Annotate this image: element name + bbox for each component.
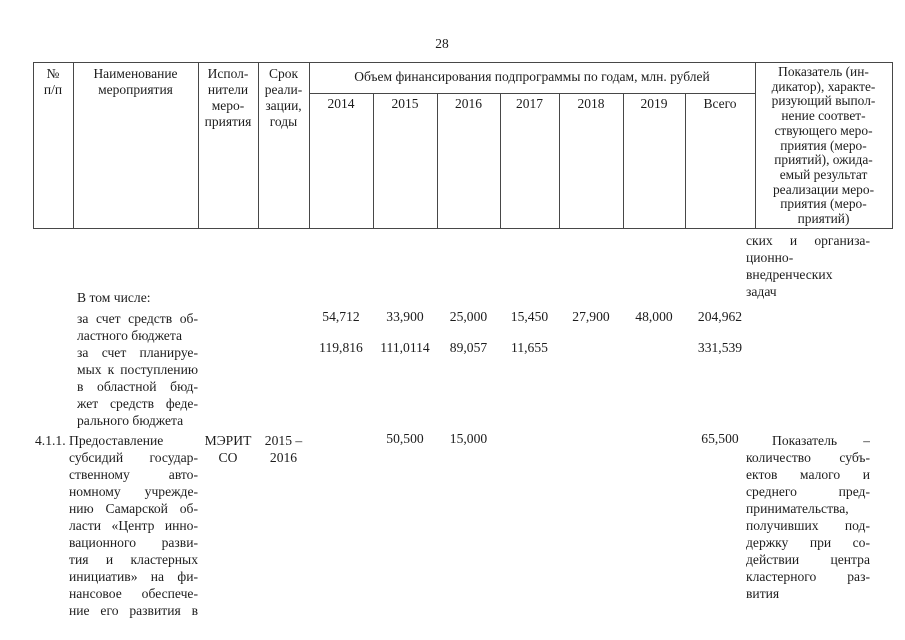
value-cell: 15,000 [449,431,488,446]
header-col-executors: Испол- нители меро- приятия [204,66,252,129]
header-year-2018: 2018 [577,96,605,111]
regional-budget-values: 54,712 33,900 25,000 15,450 27,900 48,000 204,… [0,308,905,325]
row-411-number: 4.1.1. [35,433,66,448]
grid-line [623,93,624,228]
row-411-term: 2015 – 2016 [264,433,303,465]
grid-line [500,93,501,228]
regional-budget-name: за счет средств об-ластного бюджета [77,311,198,343]
grid-line [373,93,374,228]
value-cell: 65,500 [701,431,739,446]
header-year-2014: 2014 [327,96,355,111]
including-label: В том числе: [77,290,151,305]
grid-line [309,93,756,94]
grid-line [892,62,893,228]
grid-line [258,62,259,228]
grid-line [685,93,686,228]
header-year-2016: 2016 [455,96,482,111]
header-finance-title: Объем финансирования подпрограммы по год… [354,69,710,84]
value-cell: 15,450 [510,309,549,324]
value-cell: 204,962 [697,309,743,324]
federal-budget-name: за счет планируе-мых к поступлению в обла… [77,345,198,428]
federal-budget-values: 119,816 111,0114 89,057 11,655 331,539 [0,339,905,356]
header-col-indicator: Показатель (ин- дикатор), характе- ризую… [771,64,876,227]
grid-line [309,62,310,228]
row-411-indicator: Показатель – количество субъ-ектов малого… [746,433,870,601]
value-cell: 25,000 [449,309,488,324]
row-411-executor: МЭРИТ СО [204,433,252,465]
value-cell: 331,539 [697,340,743,355]
header-col-name: Наименование мероприятия [93,66,178,97]
grid-line [33,62,34,228]
row-411-values: 50,500 15,000 65,500 [0,430,905,447]
grid-line [437,93,438,228]
header-col-term: Срок реали- зации, годы [264,66,303,129]
value-cell: 27,900 [572,309,610,324]
value-cell: 48,000 [635,309,673,324]
value-cell: 119,816 [319,340,363,355]
value-cell: 11,655 [511,340,548,355]
value-cell: 111,0114 [380,340,430,355]
grid-line [559,93,560,228]
grid-line [755,62,756,228]
header-year-total: Всего [703,96,737,111]
header-year-2017: 2017 [516,96,543,111]
header-year-2019: 2019 [640,96,668,111]
value-cell: 54,712 [322,309,360,324]
value-cell: 33,900 [386,309,424,324]
value-cell: 89,057 [449,340,488,355]
grid-line [198,62,199,228]
grid-line [33,228,893,229]
indicator-continuation-text: ских и организа-ционно-внедренческих зада… [746,233,870,299]
header-year-2015: 2015 [391,96,419,111]
value-cell: 50,500 [386,431,424,446]
row-411-name: Предоставление субсидий государ-ственному… [69,433,198,618]
header-col-number: № п/п [43,66,63,97]
grid-line [33,62,893,63]
page-number: 28 [435,36,449,51]
grid-line [73,62,74,228]
